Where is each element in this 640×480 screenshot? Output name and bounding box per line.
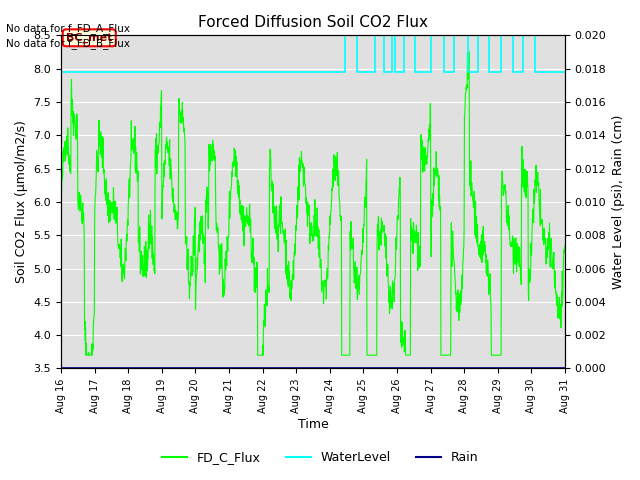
Text: No data for f_FD_A_Flux: No data for f_FD_A_Flux <box>6 23 131 34</box>
Text: No data for f_FD_B_Flux: No data for f_FD_B_Flux <box>6 37 131 48</box>
Legend: FD_C_Flux, WaterLevel, Rain: FD_C_Flux, WaterLevel, Rain <box>157 446 483 469</box>
Text: BC_met: BC_met <box>66 33 113 43</box>
Title: Forced Diffusion Soil CO2 Flux: Forced Diffusion Soil CO2 Flux <box>198 15 428 30</box>
X-axis label: Time: Time <box>298 419 328 432</box>
Y-axis label: Soil CO2 Flux (μmol/m2/s): Soil CO2 Flux (μmol/m2/s) <box>15 120 28 283</box>
Y-axis label: Water Level (psi), Rain (cm): Water Level (psi), Rain (cm) <box>612 115 625 289</box>
